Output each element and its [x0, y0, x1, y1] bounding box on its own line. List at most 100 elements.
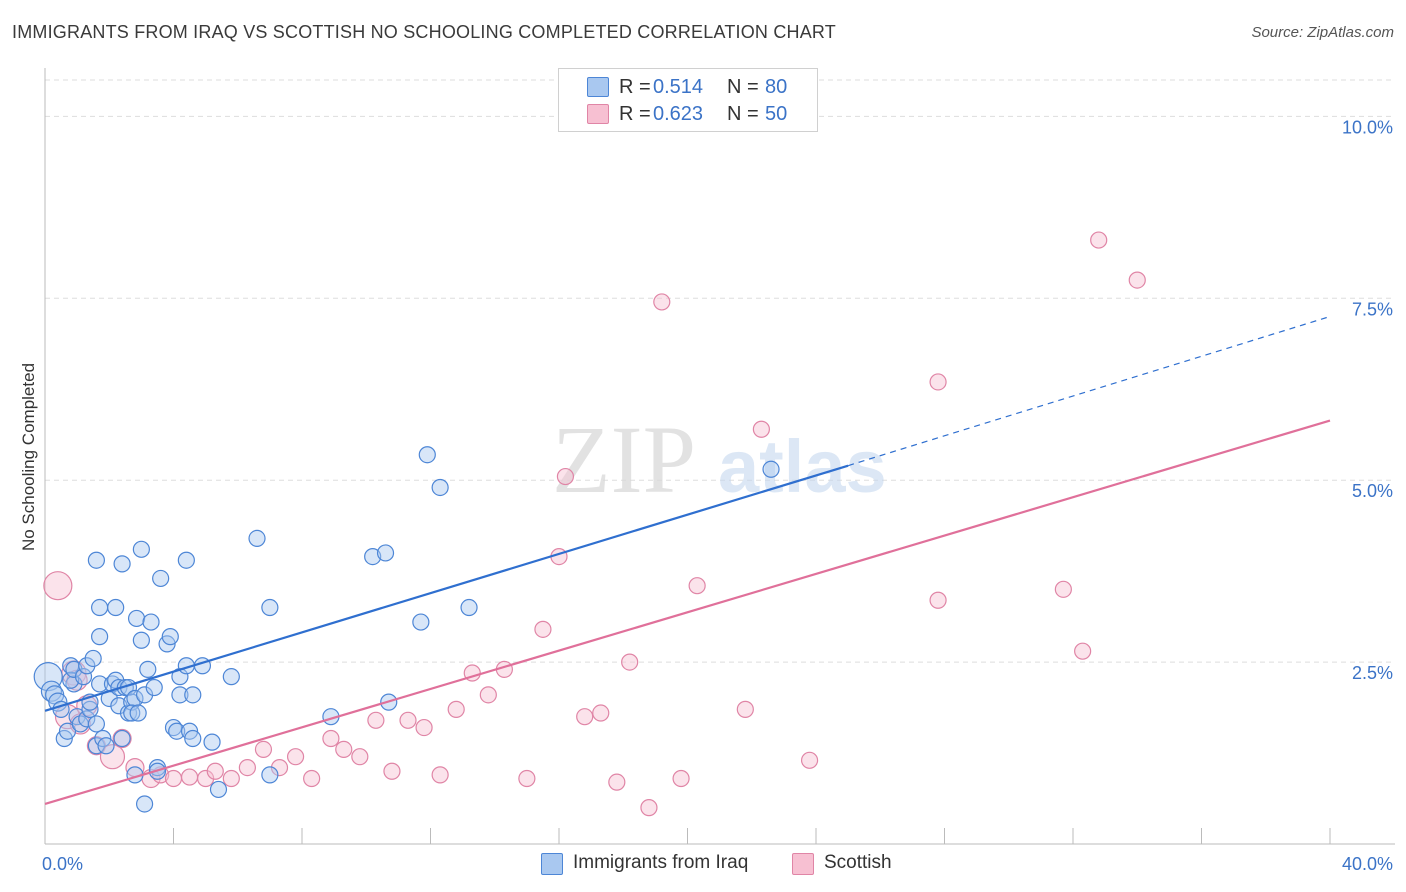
scottish-point — [1090, 231, 1108, 249]
iraq-point — [460, 598, 478, 617]
scottish-point — [736, 700, 754, 718]
iraq-point — [58, 722, 77, 740]
iraq-trend-extension — [847, 315, 1331, 467]
iraq-point — [431, 478, 449, 497]
bottom-legend-label-iraq: Immigrants from Iraq — [573, 852, 749, 873]
y-tick-label: 2.5% — [1352, 663, 1393, 683]
legend-n-label: N = — [727, 102, 759, 125]
scottish-point — [180, 768, 199, 786]
iraq-point — [261, 598, 279, 617]
iraq-point — [177, 551, 195, 569]
scottish-point — [518, 769, 536, 788]
legend-r-label: R = — [619, 75, 651, 98]
scottish-point — [1074, 642, 1092, 660]
bottom-legend-swatch-iraq — [541, 853, 563, 875]
iraq-point — [129, 704, 147, 722]
watermark-atlas: atlas — [718, 425, 887, 508]
scottish-point — [238, 758, 256, 777]
scottish-point — [351, 748, 369, 766]
watermark: ZIP atlas — [552, 406, 887, 513]
scottish-point — [929, 591, 947, 609]
trend-lines — [44, 315, 1331, 806]
scottish-point — [415, 718, 433, 737]
iraq-point — [107, 598, 125, 617]
bottom-legend-swatch-scottish — [792, 853, 814, 875]
scottish-point — [621, 653, 639, 671]
source-credit: Source: ZipAtlas.com — [1251, 24, 1394, 41]
iraq-point — [87, 715, 106, 733]
scottish-point — [592, 704, 610, 722]
scottish-point — [752, 420, 770, 438]
scottish-point — [556, 467, 575, 486]
legend-swatch-scottish — [587, 104, 609, 124]
iraq-point — [84, 649, 102, 668]
iraq-point — [74, 668, 93, 686]
iraq-point — [87, 551, 106, 569]
watermark-zip: ZIP — [552, 406, 696, 513]
scottish-point — [112, 728, 132, 749]
scottish-point — [383, 762, 401, 780]
iraq-point — [376, 544, 395, 562]
iraq-point — [81, 700, 99, 718]
iraq-point — [78, 710, 96, 728]
iraq-point — [123, 704, 141, 722]
axes — [44, 68, 1395, 845]
scottish-point — [322, 729, 340, 748]
iraq-point — [152, 569, 170, 588]
iraq-point — [248, 529, 266, 548]
iraq-point — [127, 609, 146, 628]
x-tick-label: 0.0% — [42, 854, 83, 874]
iraq-point — [135, 795, 154, 813]
legend-n-value-scottish: 50 — [765, 102, 788, 125]
scottish-point — [43, 571, 73, 601]
chart-title: IMMIGRANTS FROM IRAQ VS SCOTTISH NO SCHO… — [12, 22, 837, 42]
iraq-point — [62, 671, 80, 689]
scottish-point — [929, 373, 947, 391]
iraq-point — [168, 722, 186, 740]
scottish-point — [286, 748, 305, 766]
scottish-point — [335, 740, 353, 759]
scottish-point — [254, 740, 273, 759]
iraq-point — [412, 613, 430, 631]
legend-n-value-iraq: 80 — [765, 75, 788, 98]
iraq-point — [132, 631, 150, 649]
y-tick-label: 5.0% — [1352, 481, 1393, 501]
iraq-point — [364, 547, 382, 566]
scottish-point — [367, 711, 385, 729]
iraq-point — [126, 689, 144, 708]
scottish-point — [800, 751, 819, 769]
scottish-point — [1128, 271, 1146, 289]
iraq-point — [171, 686, 189, 704]
iraq-point — [762, 460, 780, 478]
legend-swatch-iraq — [587, 77, 609, 97]
tick-labels: 2.5% 5.0% 7.5% 10.0% 0.0% 40.0% — [42, 117, 1393, 874]
scottish-point — [164, 769, 183, 788]
scottish-point — [206, 762, 224, 780]
scottish-point — [534, 620, 552, 638]
iraq-point — [184, 686, 202, 704]
x-tick-label: 40.0% — [1342, 854, 1393, 874]
scottish-point — [222, 769, 240, 788]
scottish-point — [688, 577, 706, 595]
scottish-trend-line — [44, 419, 1331, 806]
iraq-point — [222, 668, 240, 686]
scottish-point — [1054, 580, 1072, 598]
y-axis-label: No Schooling Completed — [19, 363, 38, 551]
iraq-point — [161, 628, 179, 646]
scottish-point — [479, 686, 497, 704]
y-tick-label: 7.5% — [1352, 299, 1393, 319]
scottish-point — [99, 744, 126, 770]
iraq-point — [91, 598, 109, 617]
iraq-point — [139, 660, 157, 678]
iraq-point — [113, 729, 131, 748]
iraq-point — [184, 729, 202, 748]
iraq-point — [418, 446, 436, 464]
legend-r-value-scottish: 0.623 — [653, 102, 704, 125]
y-tick-label: 10.0% — [1342, 117, 1393, 137]
iraq-point — [97, 737, 115, 755]
grid-lines — [45, 79, 1395, 663]
legend-n-label: N = — [727, 75, 759, 98]
iraq-point — [142, 613, 160, 631]
scottish-point — [399, 711, 417, 729]
